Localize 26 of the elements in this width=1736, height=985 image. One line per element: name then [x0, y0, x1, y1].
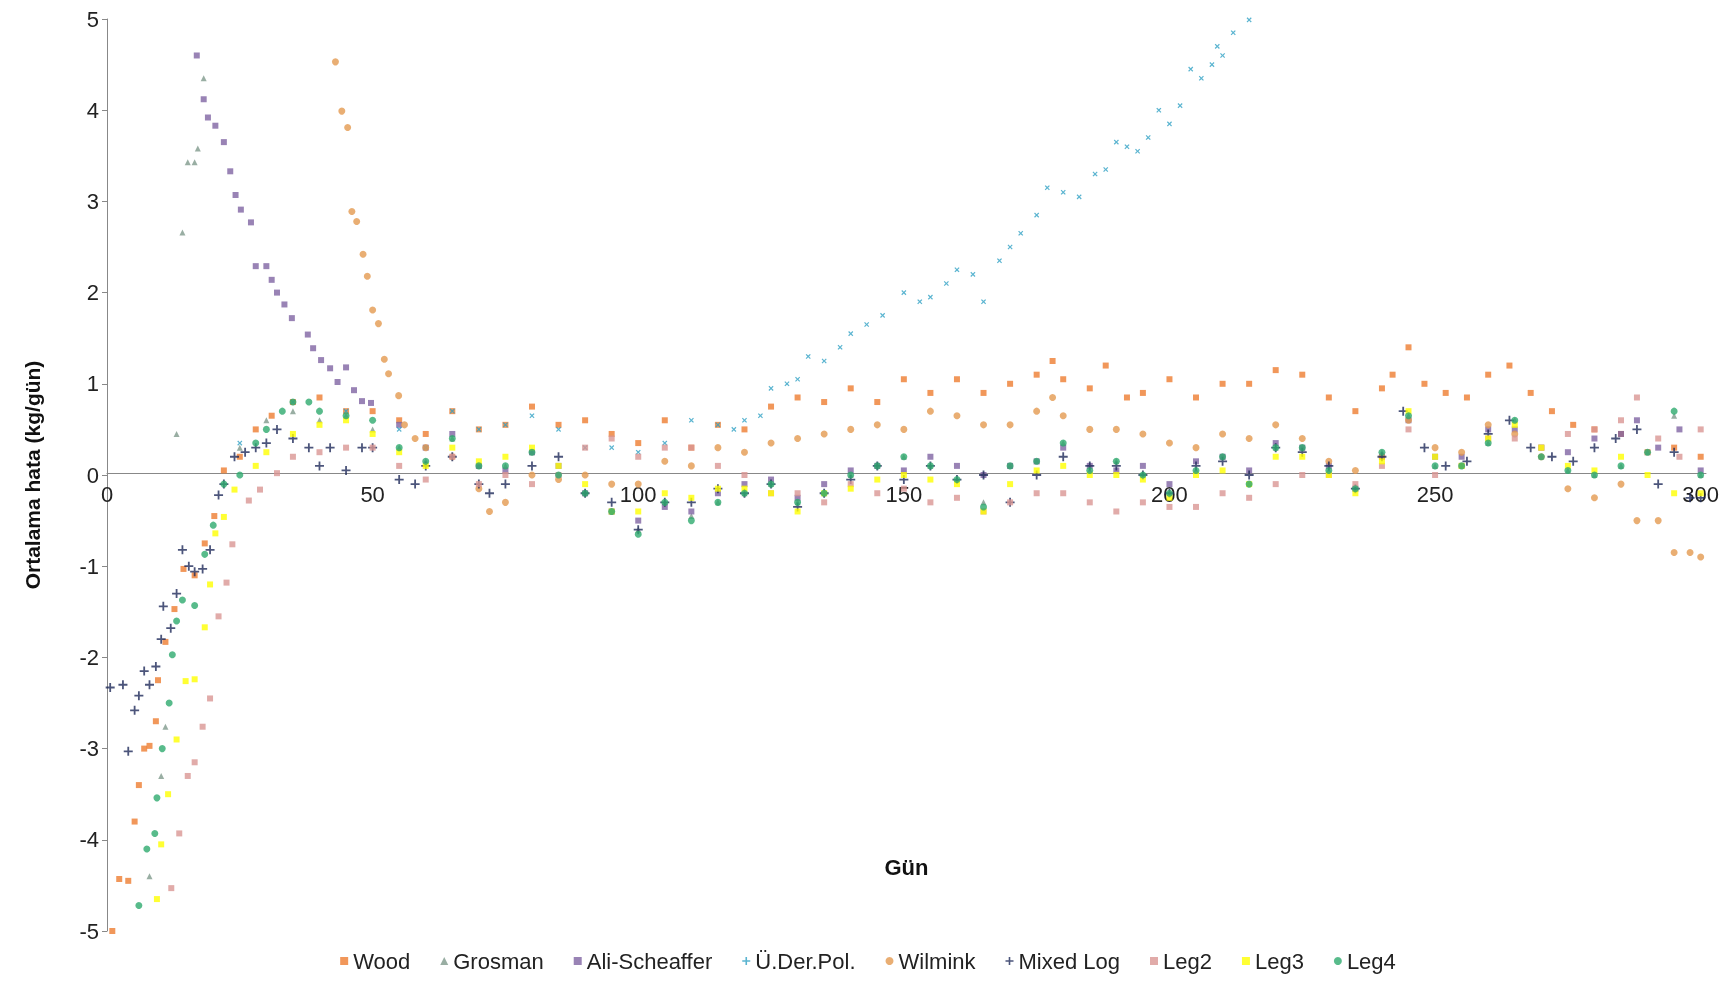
x-axis-title: Gün — [884, 854, 929, 880]
y-tick-label: -2 — [79, 644, 99, 670]
legend-label: Ali-Scheaffer — [586, 948, 713, 974]
y-axis-title: Ortalama hata (kg/gün) — [21, 360, 44, 590]
legend-label: Wood — [353, 948, 411, 974]
y-tick-label: -5 — [79, 918, 99, 944]
y-tick-label: 2 — [86, 280, 99, 306]
legend-label: Mixed Log — [1018, 948, 1121, 974]
x-tick-label: 250 — [1416, 482, 1454, 507]
y-tick-label: 3 — [86, 188, 99, 214]
legend-label: Leg4 — [1346, 948, 1396, 974]
x-tick-label: 50 — [360, 482, 385, 507]
y-tick-label: -4 — [79, 827, 99, 853]
y-tick-label: 4 — [86, 97, 99, 123]
x-tick-label: 150 — [885, 482, 923, 507]
y-tick-label: 1 — [86, 371, 99, 397]
y-tick-label: -1 — [79, 553, 99, 579]
y-tick-label: -3 — [79, 736, 99, 762]
legend-label: Ü.Der.Pol. — [755, 948, 856, 974]
legend-label: Grosman — [453, 948, 544, 974]
x-tick-label: 100 — [619, 482, 657, 507]
y-tick-label: 0 — [86, 462, 99, 488]
y-tick-label: 5 — [86, 6, 99, 32]
legend-label: Wilmink — [898, 948, 977, 974]
legend-label: Leg2 — [1163, 948, 1212, 974]
legend-label: Leg3 — [1254, 948, 1304, 974]
